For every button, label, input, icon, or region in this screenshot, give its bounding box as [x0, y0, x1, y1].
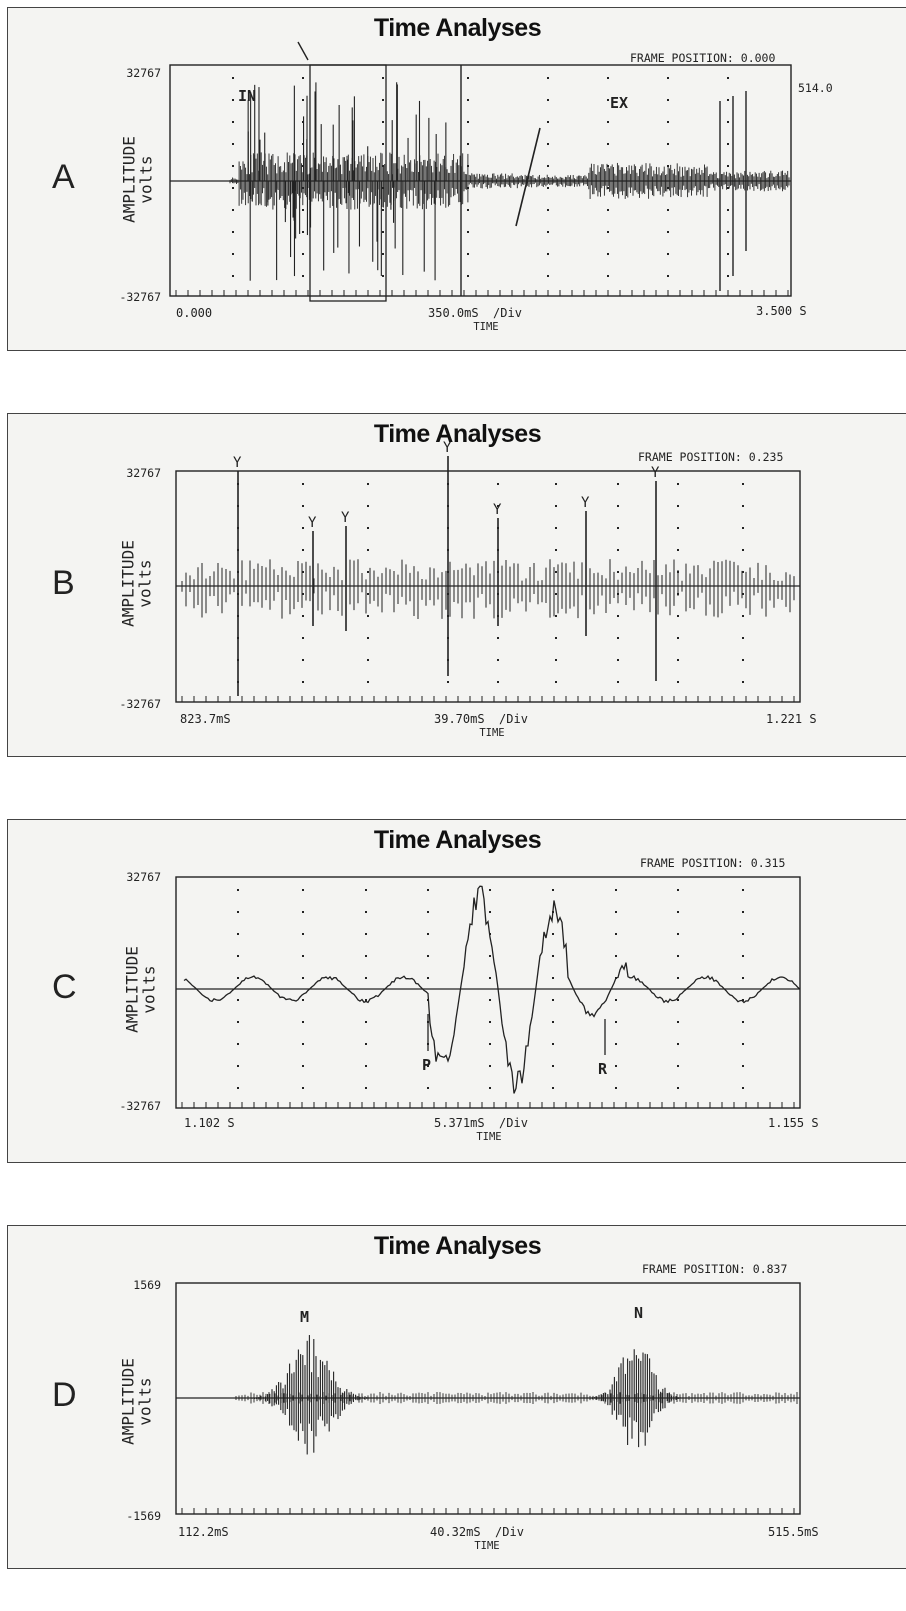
crackle-mark: Y — [651, 465, 660, 481]
x-end-label: 1.155 S — [768, 1116, 819, 1130]
x-div-label: 350.0mS /Div — [428, 306, 522, 320]
crackle-mark: Y — [233, 455, 242, 471]
marker-p: P — [422, 1056, 432, 1074]
chart-title: Time Analyses — [373, 826, 542, 854]
y-max-label: 32767 — [126, 870, 161, 884]
extra-value: 514.0 — [798, 81, 833, 95]
chart-title: Time Analyses — [373, 420, 542, 448]
crackle-mark: Y — [581, 495, 590, 511]
x-axis-title: TIME — [476, 1131, 502, 1143]
waveform-line — [183, 885, 801, 1094]
waveform-plot-b: Y Y Y Y Y Y Y — [175, 440, 801, 703]
frame-position: FRAME POSITION: 0.837 — [642, 1262, 788, 1276]
x-end-label: 1.221 S — [766, 712, 817, 726]
x-start-label: 0.000 — [176, 306, 213, 320]
waveform-plot-a — [169, 41, 792, 302]
marker-m: M — [300, 1308, 310, 1326]
y-axis-unit: volts — [139, 965, 159, 1014]
x-start-label: 1.102 S — [184, 1116, 235, 1130]
frame-position: FRAME POSITION: 0.235 — [638, 450, 784, 464]
arrow-marker — [297, 41, 309, 61]
y-axis-unit: volts — [136, 155, 156, 204]
panel-letter: D — [52, 1376, 77, 1414]
selection-box — [309, 64, 387, 302]
panel-b: Y Y Y Y Y Y Y B Time Analyses FRAME POSITION: … — [7, 413, 906, 757]
marker-ex: EX — [610, 94, 629, 112]
x-axis-title: TIME — [473, 321, 499, 333]
panel-c: C Time Analyses FRAME POSITION: 0.315 32… — [7, 819, 906, 1163]
x-start-label: 112.2mS — [178, 1525, 229, 1539]
slope-line — [515, 127, 541, 227]
frame-position: FRAME POSITION: 0.000 — [630, 51, 776, 65]
y-min-label: -1569 — [126, 1509, 161, 1523]
y-min-label: -32767 — [119, 290, 161, 304]
panel-d: D Time Analyses FRAME POSITION: 0.837 15… — [7, 1225, 906, 1569]
chart-title: Time Analyses — [373, 1232, 542, 1260]
y-max-label: 1569 — [133, 1278, 161, 1292]
marker-n: N — [634, 1304, 644, 1322]
frame-position: FRAME POSITION: 0.315 — [640, 856, 786, 870]
x-div-label: 5.371mS /Div — [434, 1116, 528, 1130]
x-start-label: 823.7mS — [180, 712, 231, 726]
y-axis-unit: volts — [135, 1377, 155, 1426]
panel-a: A Time Analyses FRAME POSITION: 0.000 51… — [7, 7, 906, 351]
crackle-mark: Y — [443, 440, 452, 456]
y-max-label: 32767 — [126, 466, 161, 480]
marker-r: R — [598, 1060, 608, 1078]
y-max-label: 32767 — [126, 66, 161, 80]
y-min-label: -32767 — [119, 697, 161, 711]
crackle-mark: Y — [493, 502, 502, 518]
x-axis-title: TIME — [474, 1540, 500, 1552]
crackle-mark: Y — [341, 510, 350, 526]
x-div-label: 40.32mS /Div — [430, 1525, 524, 1539]
x-end-label: 3.500 S — [756, 304, 807, 318]
marker-in: IN — [238, 87, 257, 105]
waveform-plot-c — [175, 876, 801, 1109]
crackle-mark: Y — [308, 515, 317, 531]
y-min-label: -32767 — [119, 1099, 161, 1113]
panel-letter: B — [52, 564, 75, 602]
panel-letter: C — [52, 968, 77, 1006]
x-axis-title: TIME — [479, 727, 505, 739]
x-end-label: 515.5mS — [768, 1525, 819, 1539]
plot-frame — [175, 876, 801, 1109]
waveform-plot-d — [175, 1282, 801, 1515]
x-div-label: 39.70mS /Div — [434, 712, 528, 726]
chart-title: Time Analyses — [373, 14, 542, 42]
panel-letter: A — [52, 158, 75, 196]
y-axis-unit: volts — [135, 559, 155, 608]
